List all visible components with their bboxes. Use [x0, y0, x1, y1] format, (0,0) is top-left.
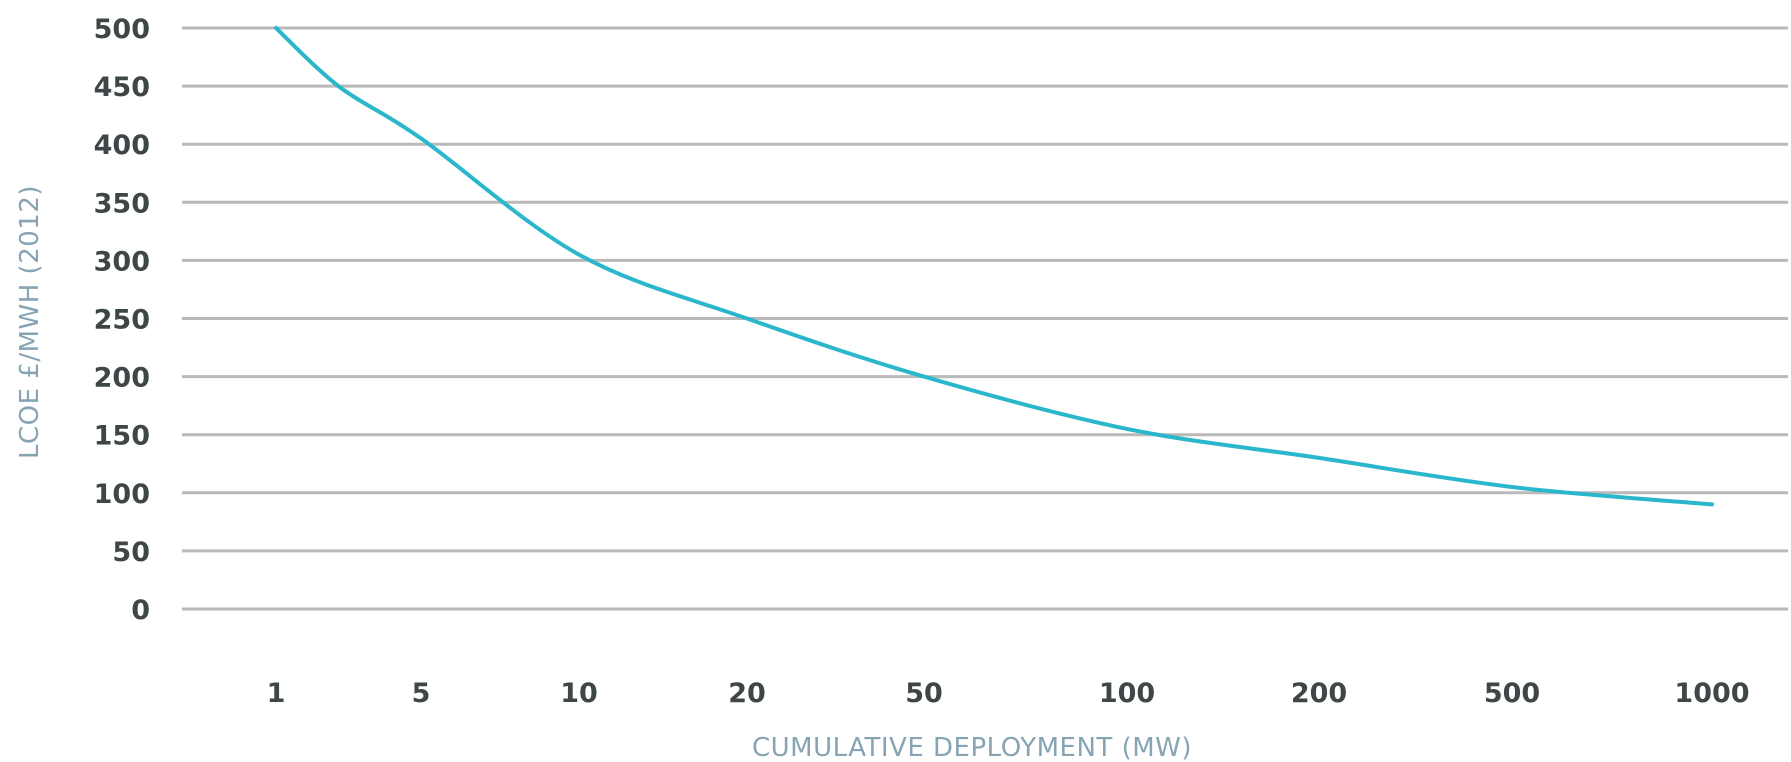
x-axis-label: CUMULATIVE DEPLOYMENT (MW): [752, 733, 1192, 762]
y-tick-label: 150: [94, 421, 150, 452]
x-tick-label: 200: [1291, 678, 1347, 709]
y-tick-label: 100: [94, 479, 150, 510]
series-group: [274, 26, 1714, 507]
data-point: [745, 317, 749, 321]
x-tick-label: 5: [412, 678, 431, 709]
x-axis-ticks: 1 5 10 20 50 100 200 500 1000: [267, 678, 1750, 709]
y-axis-label: LCOE £/MWH (2012): [15, 185, 45, 459]
data-point: [922, 375, 926, 379]
y-tick-label: 250: [94, 305, 150, 336]
y-tick-label: 350: [94, 188, 150, 219]
x-tick-label: 20: [728, 678, 766, 709]
data-point: [274, 26, 278, 30]
data-point: [1710, 502, 1714, 506]
data-point: [419, 136, 423, 140]
y-tick-label: 450: [94, 72, 150, 103]
x-tick-label: 10: [560, 678, 598, 709]
x-tick-label: 1000: [1674, 678, 1749, 709]
data-point: [1317, 456, 1321, 460]
series-line-lcoe: [274, 26, 1714, 507]
gridlines: [182, 26, 1788, 611]
x-tick-label: 100: [1099, 678, 1155, 709]
y-tick-label: 50: [112, 537, 150, 568]
x-tick-label: 1: [267, 678, 286, 709]
y-axis-ticks: 0 50 100 150 200 250 300 350 400 450 500: [94, 14, 150, 626]
data-point: [577, 253, 581, 257]
data-point: [1510, 485, 1514, 489]
y-tick-label: 200: [94, 363, 150, 394]
data-point: [336, 84, 340, 88]
x-tick-label: 500: [1484, 678, 1540, 709]
y-tick-label: 400: [94, 130, 150, 161]
y-tick-label: 0: [131, 595, 150, 626]
y-tick-label: 300: [94, 246, 150, 277]
x-tick-label: 50: [905, 678, 943, 709]
y-tick-label: 500: [94, 14, 150, 45]
data-point: [1125, 427, 1129, 431]
